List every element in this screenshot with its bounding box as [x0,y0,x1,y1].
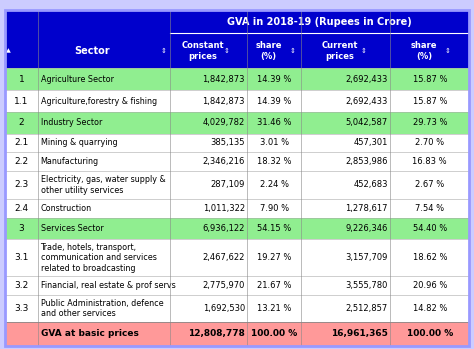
Text: 31.46 %: 31.46 % [257,118,292,127]
Text: 1,842,873: 1,842,873 [202,75,245,84]
Text: share
(%): share (%) [255,41,282,60]
Text: 2.24 %: 2.24 % [260,180,289,190]
Text: 2.4: 2.4 [14,204,28,213]
Text: 2,467,622: 2,467,622 [202,253,245,262]
Bar [5,68,469,90]
Text: 18.32 %: 18.32 % [257,157,292,166]
Text: 3.3: 3.3 [14,304,28,313]
Text: 12,808,778: 12,808,778 [188,329,245,338]
Bar [5,239,469,276]
Bar [5,276,469,295]
Text: 2.2: 2.2 [14,157,28,166]
Text: 1,692,530: 1,692,530 [202,304,245,313]
Text: 54.40 %: 54.40 % [413,224,447,233]
Text: ⇕: ⇕ [361,48,367,54]
Text: 20.96 %: 20.96 % [412,281,447,290]
Text: Manufacturing: Manufacturing [41,157,99,166]
Text: 100.00 %: 100.00 % [407,329,453,338]
Text: Mining & quarrying: Mining & quarrying [41,139,117,148]
Text: 2,692,433: 2,692,433 [346,75,388,84]
Text: Public Administration, defence
and other services: Public Administration, defence and other… [41,299,163,318]
Text: Electricity, gas, water supply &
other utility services: Electricity, gas, water supply & other u… [41,175,165,194]
Bar [5,199,469,217]
Text: 452,683: 452,683 [354,180,388,190]
Text: GVA in 2018-19 (Rupees in Crore): GVA in 2018-19 (Rupees in Crore) [227,17,412,27]
Text: 5,042,587: 5,042,587 [346,118,388,127]
Text: 2.70 %: 2.70 % [415,139,444,148]
Text: Financial, real estate & prof servs: Financial, real estate & prof servs [41,281,175,290]
Text: 3.2: 3.2 [14,281,28,290]
Bar [5,112,469,134]
Text: Trade, hotels, transport,
communication and services
related to broadcasting: Trade, hotels, transport, communication … [41,243,156,273]
Text: 15.87 %: 15.87 % [412,75,447,84]
Text: Constant
prices: Constant prices [182,41,224,60]
Text: 1: 1 [18,75,24,84]
Text: Services Sector: Services Sector [41,224,103,233]
Text: share
(%): share (%) [411,41,438,60]
Bar [5,152,469,171]
Bar [5,217,469,239]
Text: 1,011,322: 1,011,322 [203,204,245,213]
Text: 1.1: 1.1 [14,97,28,106]
Text: 19.27 %: 19.27 % [257,253,292,262]
Text: 15.87 %: 15.87 % [412,97,447,106]
Text: Construction: Construction [41,204,91,213]
Text: 2,692,433: 2,692,433 [346,97,388,106]
Text: 18.62 %: 18.62 % [412,253,447,262]
Bar [5,33,469,68]
Bar [5,90,469,112]
Text: 16.83 %: 16.83 % [412,157,447,166]
Text: 3,157,709: 3,157,709 [346,253,388,262]
Text: 2,775,970: 2,775,970 [202,281,245,290]
Text: 2,853,986: 2,853,986 [346,157,388,166]
Text: GVA at basic prices: GVA at basic prices [41,329,138,338]
Bar [5,134,469,152]
Text: 13.21 %: 13.21 % [257,304,292,313]
Text: 14.82 %: 14.82 % [412,304,447,313]
Text: ▲: ▲ [6,49,10,53]
Text: 457,301: 457,301 [354,139,388,148]
Bar [5,322,469,346]
Text: 7.54 %: 7.54 % [415,204,444,213]
Text: 14.39 %: 14.39 % [257,75,292,84]
Text: 9,226,346: 9,226,346 [346,224,388,233]
Text: ⇕: ⇕ [161,48,167,54]
Bar [5,171,469,199]
Text: 21.67 %: 21.67 % [257,281,292,290]
Text: 54.15 %: 54.15 % [257,224,292,233]
Text: 14.39 %: 14.39 % [257,97,292,106]
Text: 16,961,365: 16,961,365 [331,329,388,338]
Text: 2,346,216: 2,346,216 [202,157,245,166]
Text: 100.00 %: 100.00 % [251,329,297,338]
Text: 2.67 %: 2.67 % [415,180,445,190]
Text: 1,842,873: 1,842,873 [202,97,245,106]
Text: Sector: Sector [74,46,110,56]
Text: Current
prices: Current prices [322,41,358,60]
Text: Agriculture,forestry & fishing: Agriculture,forestry & fishing [41,97,157,106]
Text: ⇕: ⇕ [224,48,229,54]
Text: 3.01 %: 3.01 % [260,139,289,148]
Text: 2: 2 [18,118,24,127]
Text: 4,029,782: 4,029,782 [202,118,245,127]
Text: 287,109: 287,109 [210,180,245,190]
Text: 1,278,617: 1,278,617 [346,204,388,213]
Text: 2.1: 2.1 [14,139,28,148]
Text: 2,512,857: 2,512,857 [346,304,388,313]
Text: 385,135: 385,135 [210,139,245,148]
Bar [5,10,469,33]
Text: Industry Sector: Industry Sector [41,118,102,127]
Text: 3: 3 [18,224,24,233]
Text: 3.1: 3.1 [14,253,28,262]
Text: Agriculture Sector: Agriculture Sector [41,75,114,84]
Text: 7.90 %: 7.90 % [260,204,289,213]
Bar [5,295,469,322]
Text: 3,555,780: 3,555,780 [346,281,388,290]
Text: 29.73 %: 29.73 % [412,118,447,127]
Text: 6,936,122: 6,936,122 [202,224,245,233]
Text: 2.3: 2.3 [14,180,28,190]
Text: ⇕: ⇕ [289,48,295,54]
Text: ⇕: ⇕ [445,48,451,54]
